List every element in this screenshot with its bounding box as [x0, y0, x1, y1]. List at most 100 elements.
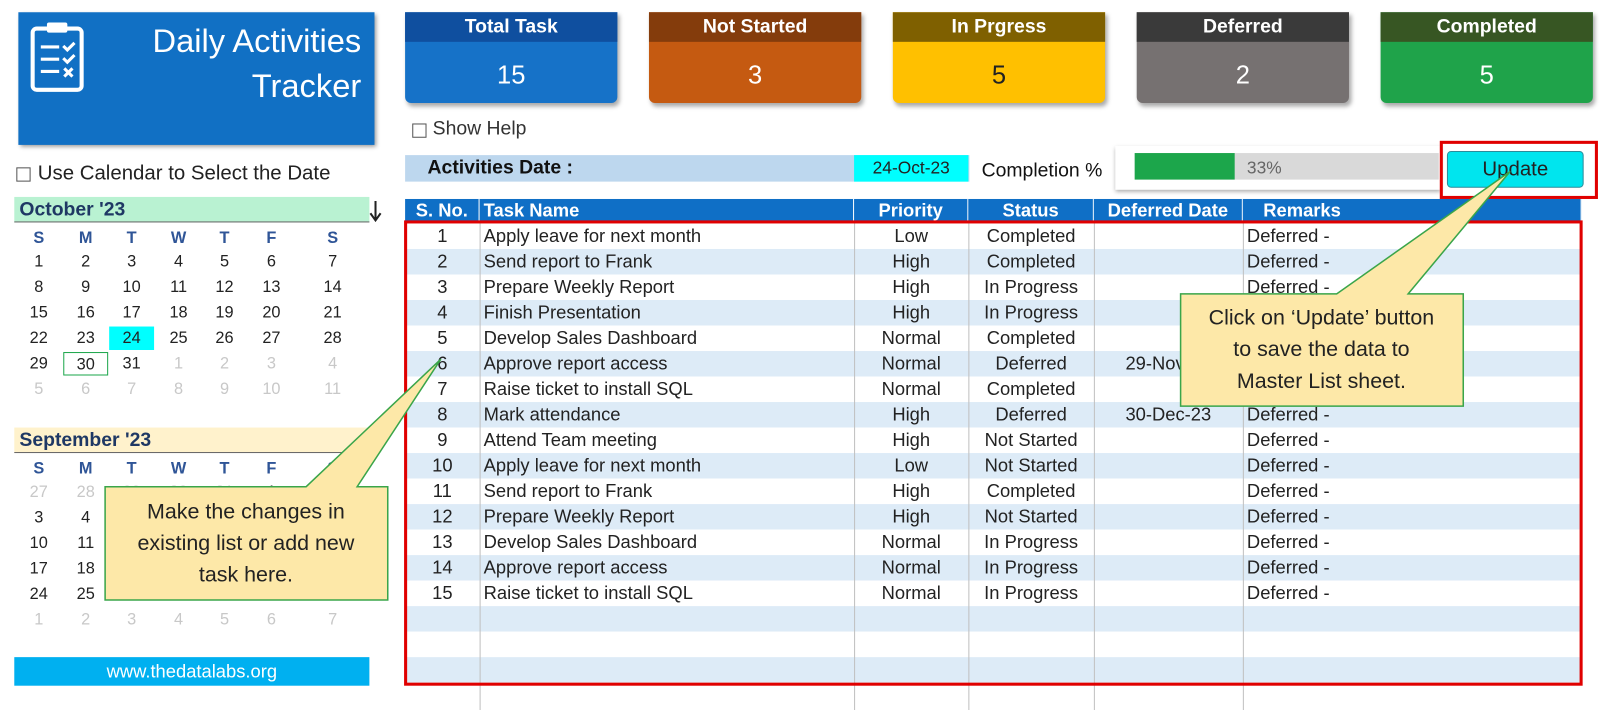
- day-name: W: [170, 229, 187, 247]
- table-cell: Not Started: [984, 506, 1078, 527]
- table-cell: Prepare Weekly Report: [483, 506, 675, 527]
- calendar-day[interactable]: 18: [76, 560, 95, 578]
- checkbox[interactable]: [16, 167, 31, 182]
- footer-link[interactable]: www.thedatalabs.org: [14, 657, 370, 686]
- table-row: [405, 555, 1582, 581]
- calendar-day[interactable]: 24: [109, 326, 155, 350]
- calendar-day[interactable]: 4: [81, 509, 91, 527]
- calendar-day[interactable]: 1: [174, 355, 184, 373]
- table-cell: Deferred -: [1246, 225, 1330, 246]
- calendar-day[interactable]: 10: [29, 534, 48, 553]
- calendar-day[interactable]: 9: [81, 278, 91, 296]
- calendar-day[interactable]: 19: [215, 304, 234, 322]
- calendar-day[interactable]: 14: [323, 278, 342, 296]
- table-row: [405, 504, 1582, 530]
- column-header: Remarks: [1242, 198, 1582, 223]
- callout-text: Make the changes in: [147, 499, 345, 524]
- table-cell: 3: [437, 276, 448, 297]
- calendar-day[interactable]: 23: [76, 329, 95, 347]
- calendar-header: September '23: [14, 427, 370, 454]
- calendar-day[interactable]: 3: [127, 253, 137, 271]
- table-cell: High: [892, 480, 931, 502]
- calendar-day[interactable]: 17: [29, 560, 48, 578]
- table-cell: In Progress: [984, 582, 1079, 604]
- checkbox[interactable]: [412, 123, 427, 138]
- calendar-day[interactable]: 26: [215, 329, 234, 347]
- calendar-day[interactable]: 5: [219, 611, 230, 629]
- table-cell: 1: [437, 225, 448, 246]
- date-value[interactable]: 24-Oct-23: [854, 155, 969, 182]
- table-cell: Raise ticket to install SQL: [483, 582, 693, 604]
- calendar-day[interactable]: 10: [122, 278, 141, 296]
- calendar-day[interactable]: 6: [81, 380, 91, 398]
- calendar-day[interactable]: 25: [76, 585, 95, 604]
- calendar-day[interactable]: 6: [266, 611, 276, 629]
- table-cell: 9: [437, 429, 448, 450]
- calendar-day[interactable]: 2: [81, 611, 91, 629]
- calendar-day[interactable]: 18: [169, 304, 188, 322]
- calendar-day[interactable]: 10: [262, 380, 281, 398]
- calendar-day[interactable]: 1: [34, 611, 44, 629]
- calendar-day[interactable]: 11: [324, 380, 342, 398]
- calendar-day[interactable]: 4: [174, 253, 184, 271]
- card-label: Not Started: [648, 12, 862, 42]
- calendar-day[interactable]: 7: [328, 253, 338, 271]
- calendar-day[interactable]: 11: [77, 534, 95, 553]
- table-cell: Normal: [881, 353, 941, 374]
- table-cell: Deferred -: [1246, 455, 1330, 476]
- card-label: Completed: [1380, 12, 1593, 42]
- calendar-day[interactable]: 11: [170, 278, 188, 296]
- table-cell: 11: [432, 480, 452, 502]
- calendar-day[interactable]: 28: [76, 483, 95, 502]
- calendar-day[interactable]: 22: [29, 329, 48, 347]
- calendar-day[interactable]: 30: [63, 352, 109, 376]
- calendar-day[interactable]: 3: [127, 611, 137, 629]
- calendar-day[interactable]: 27: [262, 329, 281, 347]
- calendar-day[interactable]: 4: [174, 611, 184, 629]
- card-value: 2: [1235, 61, 1250, 90]
- calendar-day[interactable]: 7: [328, 611, 338, 629]
- calendar-day[interactable]: 3: [34, 509, 44, 527]
- calendar-day[interactable]: 7: [127, 380, 137, 398]
- calendar-day[interactable]: 2: [219, 355, 230, 373]
- calendar-day[interactable]: 25: [169, 329, 188, 347]
- title-line: Tracker: [251, 67, 362, 105]
- calendar-day[interactable]: 15: [29, 304, 48, 322]
- day-name: F: [266, 229, 277, 247]
- calendar-day[interactable]: 16: [76, 304, 95, 322]
- column-rule: [968, 222, 970, 710]
- calendar-day[interactable]: 8: [174, 380, 184, 398]
- calendar-day[interactable]: 5: [34, 380, 44, 398]
- table-cell: Approve report access: [483, 557, 668, 578]
- calendar-day[interactable]: 24: [29, 585, 48, 604]
- calendar-day[interactable]: 1: [34, 253, 44, 271]
- calendar-day[interactable]: 27: [29, 483, 48, 502]
- calendar-day[interactable]: 29: [29, 355, 48, 373]
- table-cell: In Progress: [984, 531, 1079, 553]
- calendar-day[interactable]: 5: [219, 253, 230, 271]
- calendar-day[interactable]: 2: [81, 253, 91, 271]
- calendar-day[interactable]: 8: [34, 278, 44, 296]
- calendar-day[interactable]: 17: [122, 304, 141, 322]
- table-cell: Apply leave for next month: [483, 225, 702, 246]
- calendar-day[interactable]: 12: [215, 278, 234, 296]
- calendar-day[interactable]: 4: [328, 355, 338, 373]
- calendar-day[interactable]: 28: [323, 329, 342, 347]
- calendar-day[interactable]: 31: [122, 355, 141, 373]
- table-cell: Finish Presentation: [483, 302, 641, 323]
- calendar-day[interactable]: 3: [266, 355, 276, 373]
- table-cell: Normal: [881, 327, 941, 348]
- update-button[interactable]: Update: [1446, 151, 1584, 188]
- table-cell: 5: [437, 327, 448, 348]
- calendar-day[interactable]: 9: [219, 380, 230, 398]
- day-name: M: [78, 460, 93, 478]
- calendar-day[interactable]: 20: [262, 304, 281, 322]
- table-cell: Normal: [881, 531, 941, 553]
- calendar-day[interactable]: 21: [323, 304, 342, 322]
- calendar-day[interactable]: 13: [262, 278, 281, 296]
- column-rule: [1093, 222, 1095, 710]
- card-value: 5: [1479, 61, 1494, 90]
- calendar-day[interactable]: 6: [266, 253, 276, 271]
